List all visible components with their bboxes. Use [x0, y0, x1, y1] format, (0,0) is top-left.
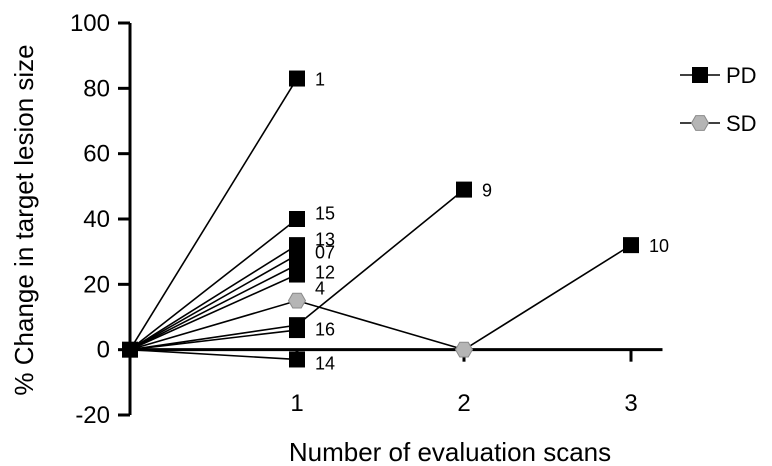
- x-tick-label: 3: [624, 390, 637, 417]
- marker-15-scan1: [289, 211, 305, 227]
- series-line-07: [129, 254, 298, 351]
- point-label-13: 13: [315, 230, 335, 250]
- marker-1-scan1: [289, 70, 305, 87]
- y-tick-label: 20: [83, 271, 110, 298]
- marker-10-scan3: [623, 237, 639, 254]
- series-line-4: [129, 273, 298, 351]
- point-label-12: 12: [315, 262, 335, 282]
- x-tick-label: 1: [290, 390, 303, 417]
- marker-9-scan2: [456, 181, 472, 198]
- marker-14-scan1: [289, 351, 305, 368]
- series-line-14: [129, 348, 298, 361]
- y-tick-label: 0: [97, 337, 110, 364]
- point-label-1: 1: [315, 70, 325, 90]
- series-line-10: [129, 244, 632, 351]
- y-tick-label: 100: [70, 10, 110, 37]
- series-line-16: [129, 329, 298, 351]
- marker-4-scan1: [289, 266, 305, 283]
- series-lines: [129, 78, 632, 361]
- y-tick-label: 60: [83, 141, 110, 168]
- legend-marker-pd: [692, 67, 708, 83]
- data-markers: [122, 70, 639, 368]
- series-line-1: [129, 78, 298, 351]
- y-tick-label: 40: [83, 206, 110, 233]
- point-label-16: 16: [315, 319, 335, 339]
- point-label-14: 14: [315, 354, 335, 374]
- marker-10-scan2: [454, 341, 474, 358]
- point-label-10: 10: [649, 236, 669, 256]
- point-label-07: 07: [315, 243, 335, 263]
- legend-label-sd: SD: [726, 111, 757, 136]
- x-tick-label: 2: [457, 390, 470, 417]
- x-axis-title: Number of evaluation scans: [289, 437, 611, 466]
- legend-marker-sd: [690, 115, 710, 131]
- legend: PD SD: [680, 63, 757, 136]
- series-line-12: [129, 264, 298, 351]
- point-label-9: 9: [482, 181, 492, 201]
- point-label-15: 15: [315, 203, 335, 223]
- marker-baseline: [122, 341, 138, 358]
- series-line-13: [129, 244, 298, 351]
- point-label-4: 4: [315, 279, 325, 299]
- marker-9-scan1: [289, 317, 305, 334]
- y-axis-title: % Change in target lesion size: [9, 44, 39, 395]
- legend-label-pd: PD: [726, 63, 757, 88]
- marker-10-scan1: [287, 292, 307, 309]
- y-tick-label: 80: [83, 75, 110, 102]
- series-line-15: [129, 218, 298, 351]
- y-tick-label: -20: [75, 402, 110, 429]
